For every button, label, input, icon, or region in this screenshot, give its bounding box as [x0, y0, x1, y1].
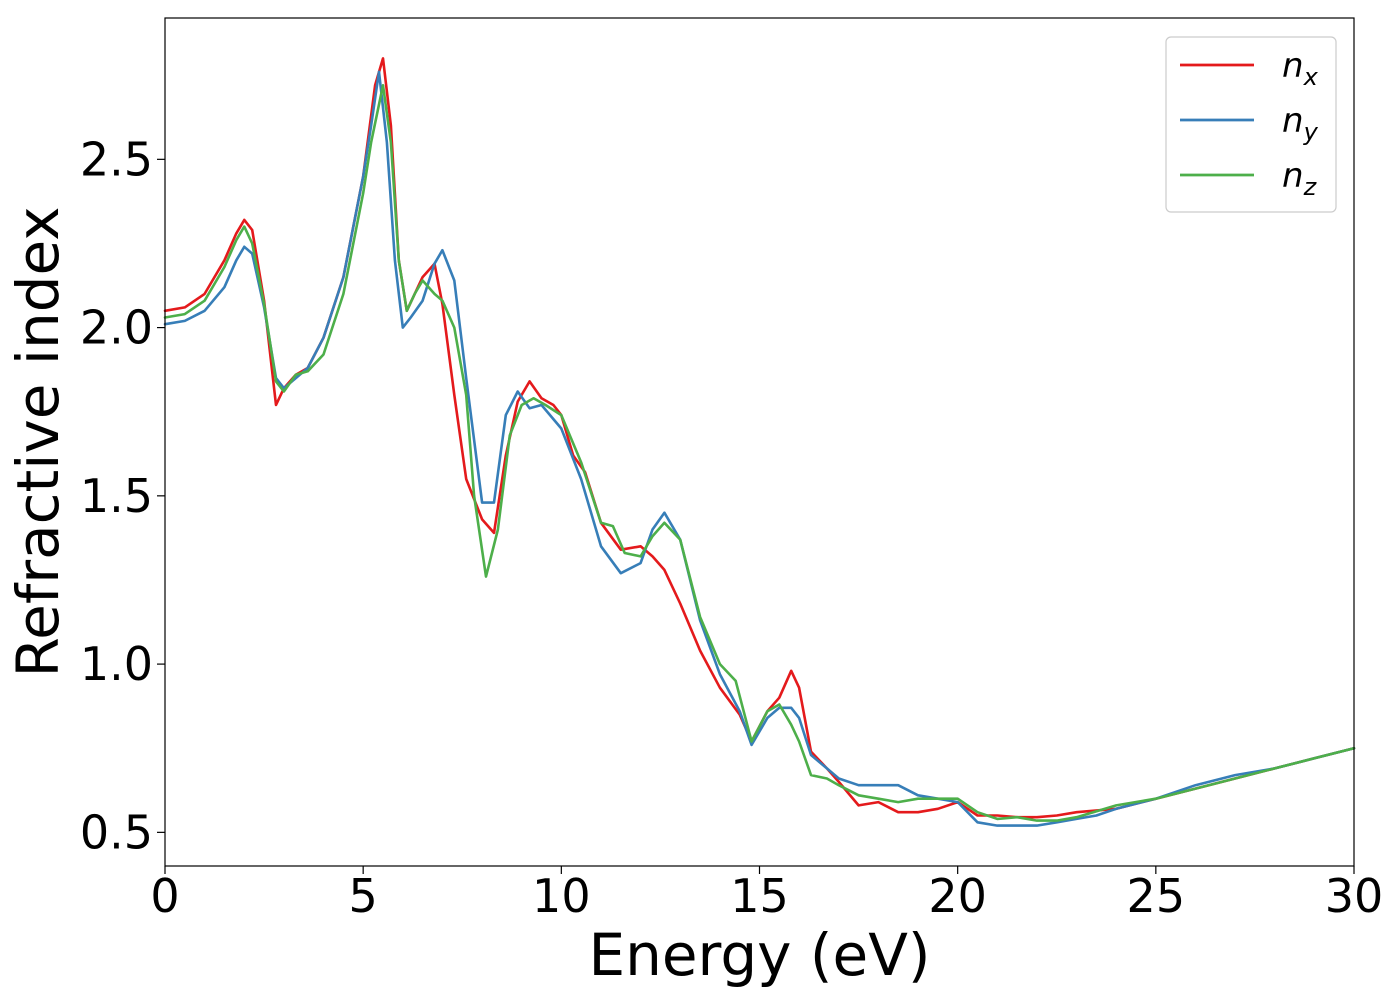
legend-label-nz: nz	[1282, 156, 1318, 201]
y-tick-label: 0.5	[80, 805, 153, 859]
x-axis-label: Energy (eV)	[588, 921, 930, 989]
x-axis-ticks: 0 5 10 15 20 25 30	[150, 866, 1383, 923]
legend-label-nx: nx	[1282, 46, 1319, 91]
y-tick-label: 2.0	[80, 301, 153, 355]
legend: nx ny nz	[1165, 36, 1337, 213]
x-tick-label: 15	[730, 869, 789, 923]
y-axis-ticks: 0.5 1.0 1.5 2.0 2.5	[80, 132, 165, 859]
series-layer	[163, 57, 1356, 827]
x-tick-label: 20	[928, 869, 987, 923]
x-tick-label: 0	[150, 869, 179, 923]
y-axis-label: Refractive index	[4, 206, 72, 677]
y-tick-label: 2.5	[80, 132, 153, 186]
legend-label-ny: ny	[1282, 101, 1319, 146]
legend-frame	[1165, 36, 1337, 213]
x-tick-label: 30	[1325, 869, 1384, 923]
y-tick-label: 1.5	[80, 469, 153, 523]
x-tick-label: 25	[1127, 869, 1186, 923]
x-tick-label: 10	[532, 869, 591, 923]
x-tick-label: 5	[349, 869, 378, 923]
y-tick-label: 1.0	[80, 637, 153, 691]
series-line-ny	[163, 70, 1356, 827]
series-line-nz	[163, 84, 1356, 822]
